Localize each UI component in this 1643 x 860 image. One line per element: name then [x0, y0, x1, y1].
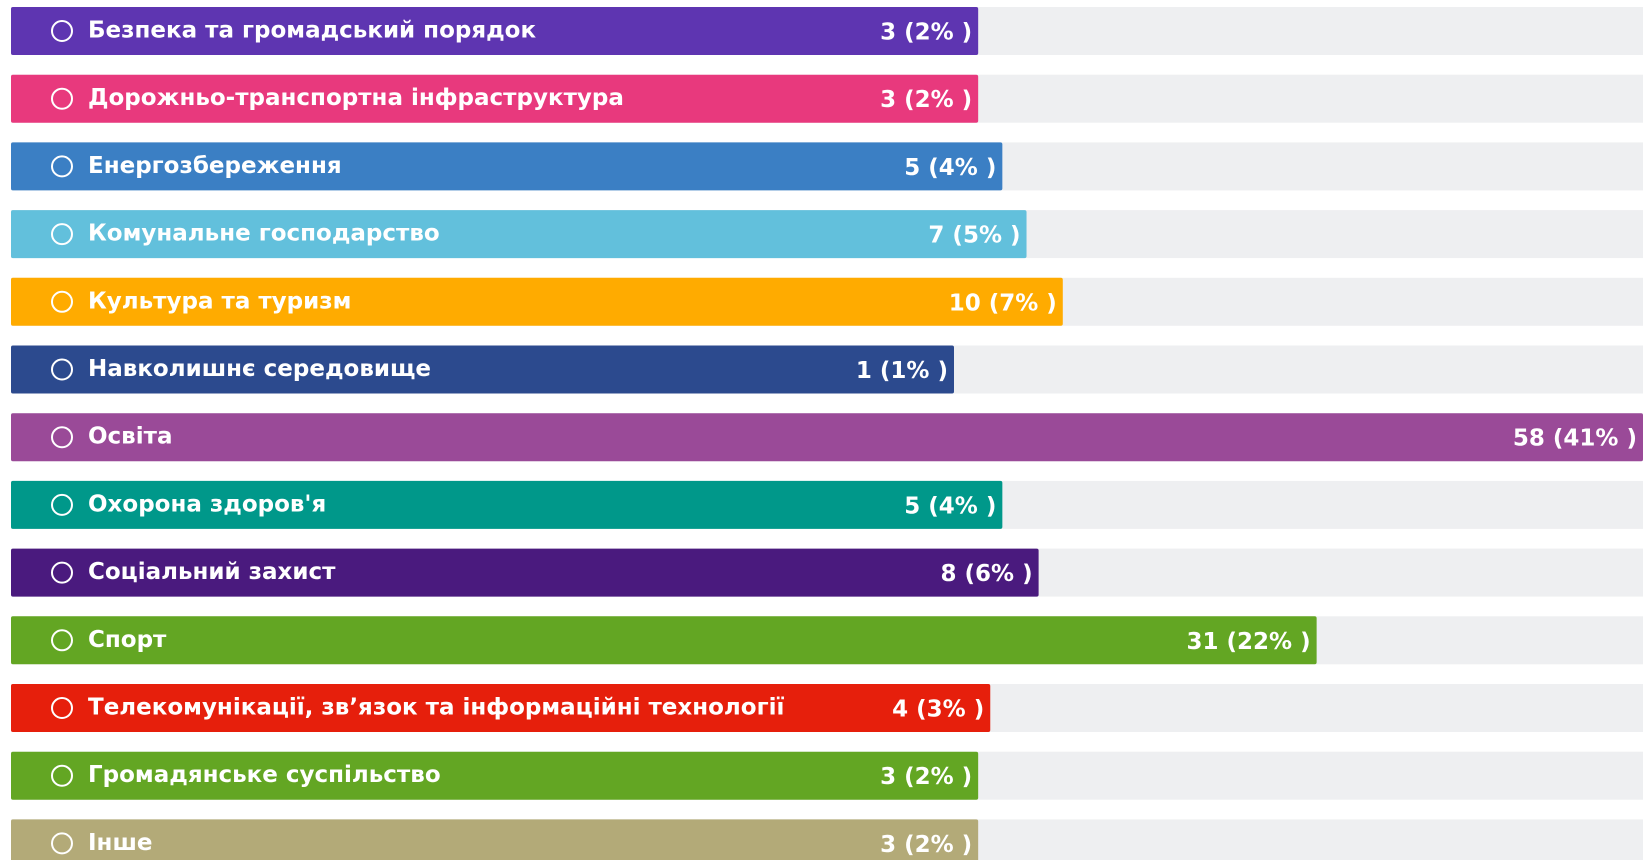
value-label: 3 (2% ): [880, 764, 972, 790]
category-icon: [51, 155, 73, 178]
bar: [11, 616, 1317, 665]
category-icon: [51, 426, 73, 449]
category-label: Навколишнє середовище: [88, 356, 431, 382]
bar: [11, 819, 979, 860]
category-icon: [51, 629, 73, 652]
category-icon: [51, 87, 73, 110]
category-icon: [51, 358, 73, 381]
bar: [11, 277, 1063, 326]
category-label: Культура та туризм: [88, 288, 351, 314]
category-label: Спорт: [88, 627, 167, 653]
category-label: Охорона здоров'я: [88, 491, 326, 517]
value-label: 8 (6% ): [941, 561, 1033, 587]
category-label: Телекомунікації, зв’язок та інформаційні…: [88, 695, 784, 721]
category-label: Енергозбереження: [88, 153, 342, 179]
bar: [11, 480, 1003, 529]
value-label: 3 (2% ): [880, 20, 972, 46]
value-label: 3 (2% ): [880, 832, 972, 858]
bar: [11, 345, 954, 394]
value-label: 31 (22% ): [1187, 629, 1311, 655]
category-label: Інше: [88, 830, 152, 856]
bar: [11, 684, 991, 732]
category-label: Громадянське суспільство: [88, 762, 441, 788]
value-label: 5 (4% ): [904, 155, 996, 181]
category-icon: [51, 290, 73, 313]
bar: [11, 74, 979, 123]
value-label: 10 (7% ): [949, 290, 1057, 316]
value-label: 4 (3% ): [892, 697, 984, 723]
category-label: Комунальне господарство: [88, 221, 440, 247]
value-label: 3 (2% ): [880, 87, 972, 113]
bar: [11, 142, 1003, 191]
bar: [11, 7, 979, 55]
bar: [11, 548, 1039, 597]
bar: [11, 413, 1643, 462]
category-label: Освіта: [88, 424, 172, 450]
category-icon: [51, 20, 73, 42]
value-label: 7 (5% ): [928, 223, 1020, 249]
category-icon: [51, 223, 73, 246]
bar: [11, 210, 1027, 259]
category-label: Безпека та громадський порядок: [88, 18, 536, 44]
category-icon: [51, 697, 73, 719]
category-label: Дорожньо-транспортна інфраструктура: [88, 85, 624, 111]
bar: [11, 751, 979, 800]
category-icon: [51, 493, 73, 516]
value-label: 1 (1% ): [856, 358, 948, 384]
category-icon: [51, 561, 73, 584]
category-label: Соціальний захист: [88, 559, 336, 585]
category-icon: [51, 764, 73, 787]
value-label: 5 (4% ): [904, 493, 996, 519]
category-icon: [51, 832, 73, 855]
value-label: 58 (41% ): [1513, 426, 1637, 452]
